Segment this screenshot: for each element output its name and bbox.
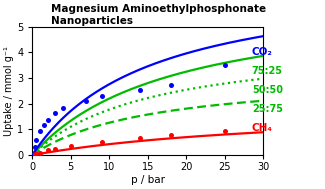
Text: Magnesium Aminoethylphosphonate
Nanoparticles: Magnesium Aminoethylphosphonate Nanopart… [51,4,266,26]
Text: CO₂: CO₂ [252,47,273,57]
Point [222,130,227,133]
Text: 75:25: 75:25 [252,66,283,76]
Point [53,112,58,115]
Point [68,144,73,147]
X-axis label: p / bar: p / bar [131,175,165,185]
Point [84,99,89,102]
Point [137,88,143,91]
Point [137,137,143,140]
Point [168,84,174,87]
Y-axis label: Uptake / mmol g⁻¹: Uptake / mmol g⁻¹ [4,46,14,136]
Point [37,129,43,132]
Point [33,138,39,141]
Point [45,118,50,121]
Point [33,152,39,155]
Text: 25:75: 25:75 [252,104,283,114]
Point [41,123,46,126]
Point [99,95,104,98]
Text: 50:50: 50:50 [252,84,283,94]
Point [32,153,37,156]
Point [60,107,66,110]
Point [99,140,104,143]
Point [53,147,58,150]
Point [32,146,37,149]
Point [45,149,50,152]
Point [168,133,174,136]
Point [222,64,227,67]
Point [37,151,43,154]
Text: CH₄: CH₄ [252,123,273,133]
